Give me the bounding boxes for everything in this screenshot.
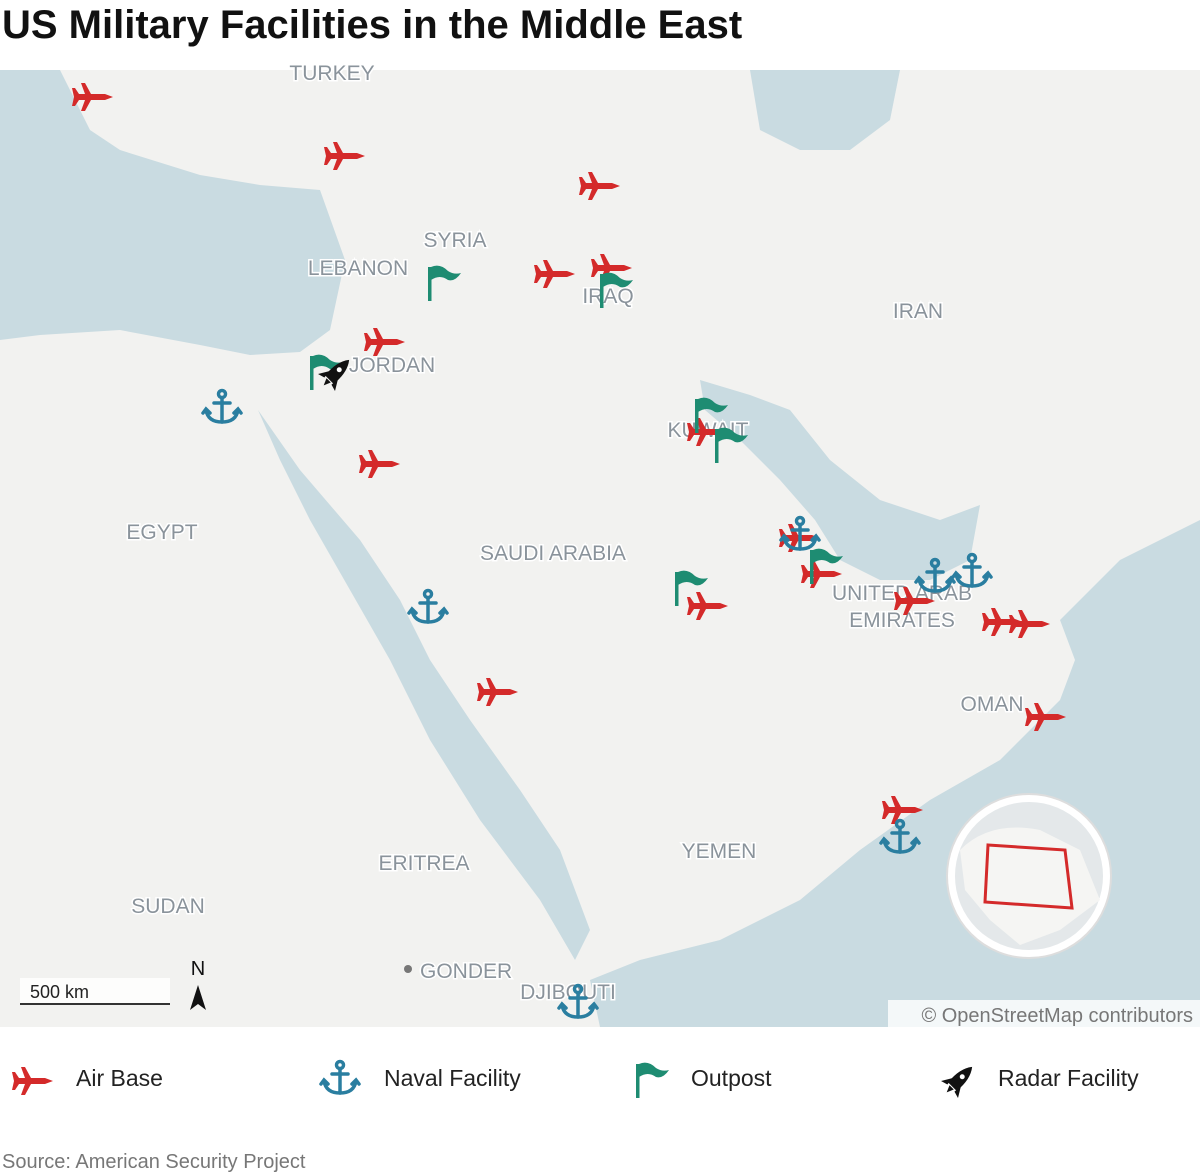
country-label: OMAN [961,693,1024,716]
country-label: SYRIA [423,229,486,252]
scale-bar: 500 km [20,978,170,1005]
country-labels: TURKEY SYRIA LEBANON IRAQ IRAN JORDAN KU… [125,61,1025,1006]
attribution: © OpenStreetMap contributors [921,1005,1193,1027]
source: Source: American Security Project [2,1151,306,1173]
north-label: N [191,958,205,980]
title: US Military Facilities in the Middle Eas… [2,3,742,47]
legend-label: Radar Facility [998,1065,1139,1091]
city-label: GONDER [420,960,512,983]
country-label: IRAN [893,300,943,323]
legend-icon [319,1059,361,1095]
country-label: YEMEN [682,840,757,863]
legend-label: Naval Facility [384,1065,521,1091]
country-label: IRAQ [582,285,633,308]
country-label: EMIRATES [849,609,955,632]
country-label: ERITREA [378,852,469,875]
legend-icon [636,1062,669,1098]
country-label: DJIBOUTI [520,981,616,1004]
legend: Air Base Naval Facility Outpost Radar Fa… [12,1058,1139,1101]
north-arrow [190,985,206,1010]
country-label: TURKEY [289,62,374,85]
country-label: SAUDI ARABIA [480,542,626,565]
country-label: SUDAN [131,895,205,918]
legend-icon [938,1058,981,1101]
globe-inset [946,793,1112,959]
country-label: JORDAN [349,354,435,377]
scale-label: 500 km [30,982,89,1002]
city-dot [404,965,412,973]
legend-label: Outpost [691,1065,772,1091]
map: TURKEY SYRIA LEBANON IRAQ IRAN JORDAN KU… [0,61,1200,1027]
country-label: LEBANON [308,257,408,280]
legend-icon [12,1067,53,1095]
attribution-bg [888,1000,1200,1027]
country-label: EGYPT [126,521,197,544]
legend-label: Air Base [76,1065,163,1091]
